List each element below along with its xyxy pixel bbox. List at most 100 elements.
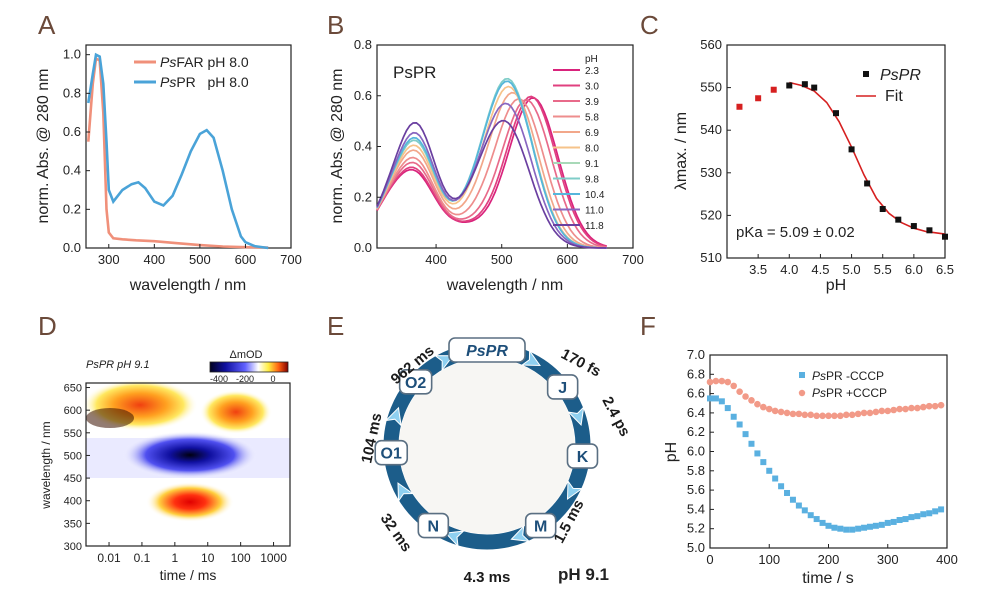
a-xtick-label: 600 xyxy=(235,252,257,267)
colorbar-tick: -400 xyxy=(210,374,228,384)
data-point-c-red xyxy=(770,86,777,93)
a-ytick-label: 0.4 xyxy=(63,163,81,178)
d-ytick-label: 650 xyxy=(64,383,82,395)
data-point-c xyxy=(864,180,871,187)
chart-b-ylabel: norm. Abs. @ 280 nm xyxy=(329,69,346,224)
data-point-f-plus xyxy=(866,409,874,417)
c-xtick-label: 3.5 xyxy=(749,262,767,277)
data-point-f-plus xyxy=(890,406,897,414)
series-line-b-2.3 xyxy=(376,97,607,247)
cycle-time-4: 32 ms xyxy=(377,511,415,556)
data-point-f-plus xyxy=(825,412,832,420)
chart-a-ylabel: norm. Abs. @ 280 nm xyxy=(35,69,52,224)
data-point-f-minus xyxy=(730,413,737,420)
data-point-f-plus xyxy=(819,412,826,420)
data-point-f-minus xyxy=(707,395,713,402)
chart-d-xlabel: time / ms xyxy=(160,567,217,583)
data-point-f-plus xyxy=(771,407,779,415)
c-ytick-label: 550 xyxy=(700,80,722,95)
f-ytick-label: 6.8 xyxy=(687,366,705,381)
legend-label-b: 3.0 xyxy=(585,82,599,93)
legend-label-b: 9.8 xyxy=(585,175,599,186)
d-ytick-label: 500 xyxy=(64,450,82,462)
data-point-f-plus xyxy=(807,411,815,419)
legend-label-c-data: PsPR xyxy=(880,67,921,84)
panel-label-b: B xyxy=(327,10,344,40)
data-point-c xyxy=(786,82,793,89)
data-point-f-minus xyxy=(772,475,779,482)
series-line-b-11.8 xyxy=(376,119,607,249)
chart-f-legend: PsPR -CCCP PsPR +CCCP xyxy=(798,369,887,400)
a-ytick-label: 0.8 xyxy=(63,85,81,100)
legend-label-b: 9.1 xyxy=(585,159,599,170)
data-point-f-minus xyxy=(748,440,755,447)
legend-label-b: 11.0 xyxy=(585,206,604,217)
legend-label-b: 10.4 xyxy=(585,190,605,201)
data-point-c xyxy=(848,146,855,153)
data-point-f-minus xyxy=(754,450,761,457)
data-point-f-plus xyxy=(925,402,933,410)
c-xtick-label: 5.0 xyxy=(843,262,861,277)
b-ytick-label: 0.0 xyxy=(354,240,372,255)
data-point-f-plus xyxy=(884,407,892,415)
data-point-f-plus xyxy=(706,378,714,386)
panel-label-e: E xyxy=(327,311,344,341)
data-point-f-plus xyxy=(896,405,903,413)
legend-label-psfar: PsFAR pH 8.0 xyxy=(160,54,249,70)
cycle-arrow xyxy=(444,530,465,548)
cycle-arrow xyxy=(433,355,455,372)
a-xtick-label: 400 xyxy=(143,252,165,267)
f-ytick-label: 5.6 xyxy=(687,482,705,497)
data-point-c xyxy=(811,84,818,91)
data-point-f-minus xyxy=(884,519,891,526)
b-xtick-label: 600 xyxy=(557,252,579,267)
data-point-f-plus xyxy=(872,408,880,416)
data-point-f-plus xyxy=(712,377,720,385)
panel-label-f: F xyxy=(640,311,656,341)
a-xtick-label: 700 xyxy=(280,252,302,267)
a-ytick-label: 1.0 xyxy=(63,47,81,62)
f-xtick-label: 400 xyxy=(936,552,958,567)
c-ytick-label: 530 xyxy=(700,165,722,180)
data-point-f-minus xyxy=(926,510,933,517)
state-m-label: M xyxy=(534,519,547,536)
heatmap-blob-negative xyxy=(122,431,258,479)
chart-b-xlabel: wavelength / nm xyxy=(446,277,564,294)
state-j-label: J xyxy=(558,380,567,397)
chart-c-xlabel: pH xyxy=(826,277,846,294)
data-point-c xyxy=(833,110,839,117)
data-point-f-minus xyxy=(837,525,844,532)
data-point-f-plus xyxy=(730,382,737,390)
data-point-f-plus xyxy=(931,402,939,410)
chart-b: 400 500 600 700 0.0 0.2 0.4 0.6 0.8 PsPR wavelen… xyxy=(329,37,644,294)
cycle-arrow xyxy=(384,406,402,427)
panel-label-a: A xyxy=(38,10,56,40)
c-ytick-label: 510 xyxy=(700,250,722,265)
data-point-f-minus xyxy=(920,511,927,518)
series-line-b-10.4 xyxy=(376,80,607,249)
data-point-f-minus xyxy=(736,421,743,428)
data-point-f-minus xyxy=(849,526,856,533)
colorbar xyxy=(209,361,289,373)
cycle-arrow xyxy=(397,482,415,503)
chart-a-xlabel: wavelength / nm xyxy=(129,277,247,294)
data-point-f-minus xyxy=(932,508,939,515)
b-ytick-label: 0.4 xyxy=(354,139,372,154)
data-point-f-minus xyxy=(861,524,868,531)
legend-label-b: 5.8 xyxy=(585,113,599,124)
chart-d: 0.01 0.1 1 10 100 1000 300 350 400 450 500 550 600 65… xyxy=(39,349,291,583)
d-xtick-label: 100 xyxy=(231,551,251,565)
c-xtick-label: 4.0 xyxy=(780,262,798,277)
state-o1-box xyxy=(374,439,409,466)
chart-c: 3.5 4.0 4.5 5.0 5.5 6.0 6.5510520530540550560 … xyxy=(673,37,954,294)
chart-f-xlabel: time / s xyxy=(802,570,854,587)
chart-c-ylabel: λmax. / nm xyxy=(673,112,690,190)
data-point-f-plus xyxy=(837,412,844,420)
d-xtick-label: 0.01 xyxy=(97,551,121,565)
data-point-f-plus xyxy=(760,403,767,411)
c-ytick-label: 560 xyxy=(700,37,722,52)
f-ytick-label: 5.0 xyxy=(687,540,705,555)
data-point-f-plus xyxy=(765,405,773,413)
state-o2-label: O2 xyxy=(405,375,426,392)
